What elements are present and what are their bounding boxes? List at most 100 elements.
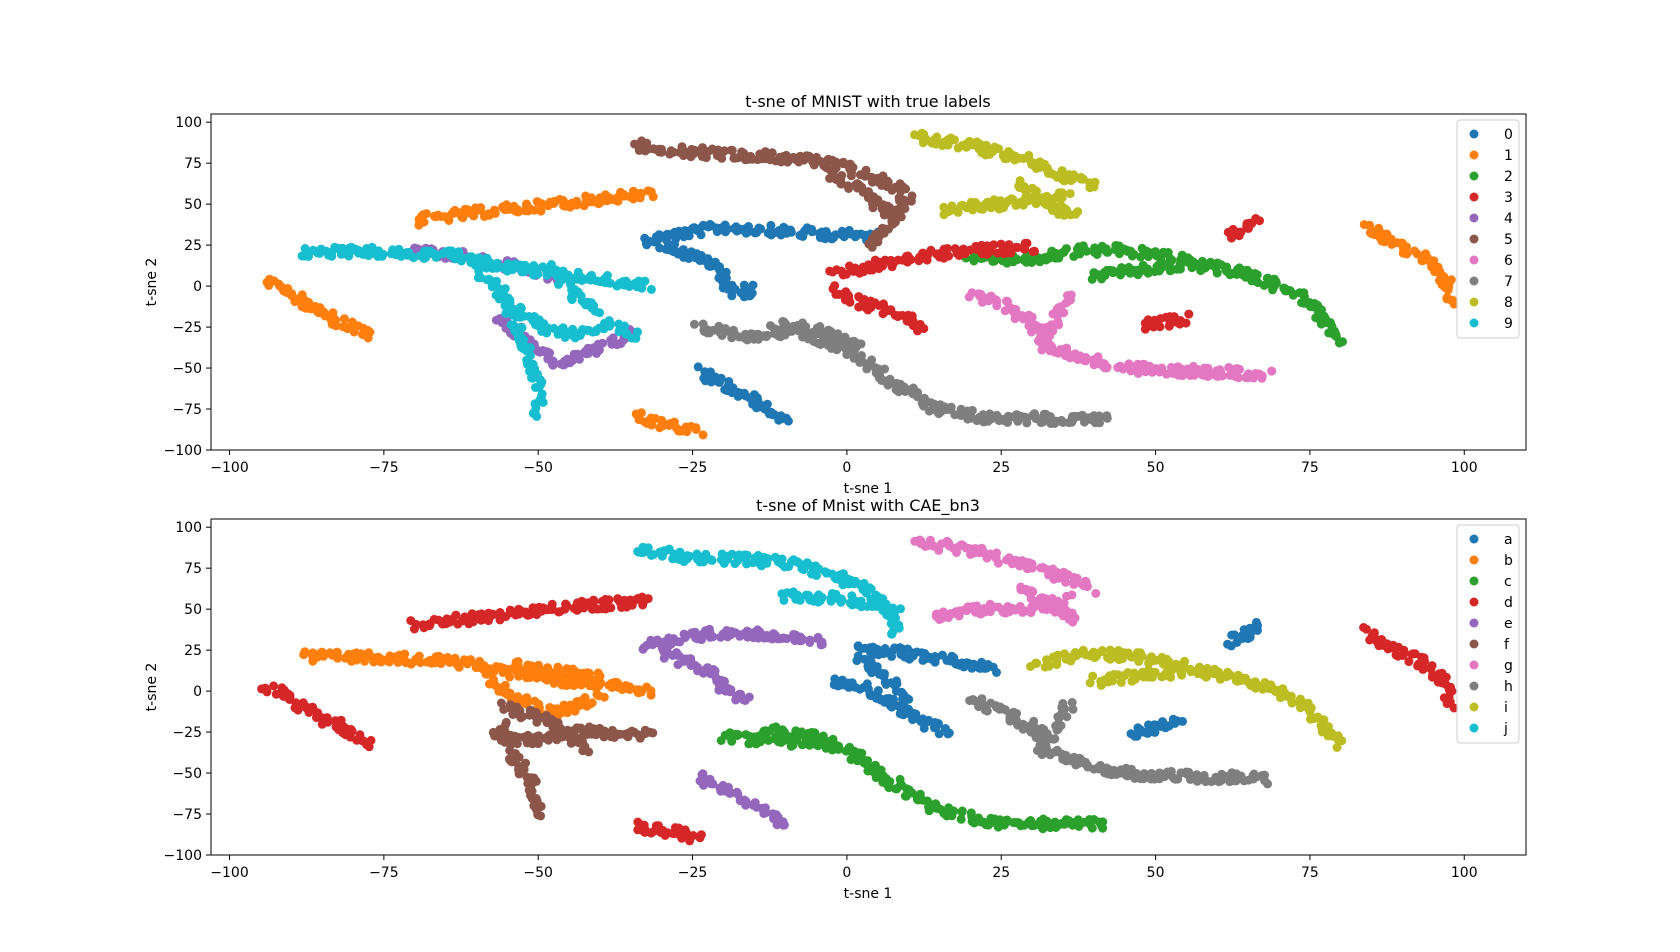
data-point — [723, 224, 732, 234]
data-point — [269, 681, 279, 691]
legend-marker — [1469, 534, 1479, 544]
data-point — [533, 731, 543, 741]
data-point — [589, 596, 599, 606]
data-point — [872, 662, 882, 672]
data-point — [1064, 292, 1074, 302]
data-point — [1133, 368, 1143, 378]
data-point — [957, 807, 967, 817]
data-point — [646, 690, 656, 700]
data-point — [798, 232, 808, 241]
data-point — [857, 351, 866, 360]
data-point — [873, 686, 883, 695]
data-point — [1177, 670, 1187, 680]
data-point — [532, 411, 542, 421]
data-point — [1067, 590, 1077, 600]
data-point — [830, 281, 840, 291]
data-point — [1229, 776, 1239, 786]
data-point — [898, 694, 907, 704]
series-b — [299, 647, 656, 722]
data-point — [1068, 617, 1078, 627]
data-point — [647, 550, 656, 560]
series-i — [1026, 645, 1347, 752]
data-point — [262, 687, 272, 697]
data-point — [591, 325, 601, 335]
data-point — [500, 284, 510, 294]
data-point — [577, 668, 587, 678]
y-tick-label: 50 — [184, 602, 202, 618]
data-point — [889, 680, 899, 690]
data-point — [513, 205, 522, 214]
data-point — [532, 717, 542, 727]
data-point — [1148, 727, 1158, 737]
data-point — [811, 561, 821, 571]
data-point — [1175, 319, 1185, 329]
data-point — [956, 814, 966, 824]
data-point — [542, 328, 552, 338]
y-tick-label: −50 — [172, 361, 202, 377]
data-point — [648, 728, 658, 738]
data-point — [1035, 740, 1045, 750]
data-point — [739, 280, 749, 290]
data-point — [787, 326, 796, 336]
data-point — [911, 709, 921, 719]
data-point — [1054, 202, 1064, 212]
data-point — [895, 709, 905, 719]
data-point — [707, 144, 717, 154]
x-tick-label: 0 — [842, 865, 851, 881]
data-point — [1185, 664, 1195, 674]
data-point — [1202, 672, 1212, 681]
data-point — [1058, 699, 1068, 708]
data-point — [364, 742, 374, 752]
data-point — [339, 314, 349, 324]
data-point — [719, 146, 729, 156]
data-point — [593, 344, 603, 354]
data-point — [1108, 266, 1117, 276]
data-point — [586, 193, 596, 203]
data-point — [604, 595, 614, 605]
data-point — [1263, 779, 1273, 789]
data-point — [1088, 671, 1098, 681]
data-point — [921, 134, 931, 144]
data-point — [777, 554, 787, 564]
data-point — [880, 644, 890, 653]
data-point — [633, 730, 643, 740]
data-point — [845, 297, 855, 307]
y-tick-label: 100 — [175, 520, 202, 536]
data-point — [572, 349, 582, 359]
data-point — [640, 276, 650, 286]
data-point — [701, 549, 711, 559]
data-point — [1012, 709, 1022, 718]
data-point — [411, 619, 421, 629]
data-point — [1186, 368, 1195, 378]
data-point — [943, 244, 952, 253]
data-point — [887, 217, 897, 227]
data-point — [678, 245, 688, 255]
data-point — [567, 680, 576, 690]
x-tick-label: −25 — [678, 865, 708, 881]
data-point — [1252, 270, 1262, 280]
data-point — [967, 288, 977, 298]
data-point — [531, 794, 541, 803]
data-point — [415, 658, 425, 668]
data-point — [532, 738, 542, 748]
data-point — [786, 227, 796, 237]
data-point — [887, 651, 897, 661]
data-point — [506, 261, 516, 271]
data-point — [1178, 716, 1187, 726]
data-point — [966, 808, 976, 818]
data-point — [1109, 670, 1119, 679]
data-point — [732, 731, 742, 741]
legend-marker — [1469, 234, 1479, 244]
data-point — [519, 765, 529, 775]
legend-marker — [1469, 150, 1479, 160]
data-point — [1259, 280, 1269, 290]
legend: 0 1 2 3 4 5 6 7 8 9 — [1456, 119, 1520, 339]
data-point — [950, 135, 959, 145]
data-point — [325, 648, 335, 658]
data-point — [384, 657, 394, 667]
y-tick-label: 0 — [193, 684, 202, 700]
data-point — [870, 298, 880, 308]
data-point — [853, 651, 863, 661]
data-point — [705, 624, 714, 634]
